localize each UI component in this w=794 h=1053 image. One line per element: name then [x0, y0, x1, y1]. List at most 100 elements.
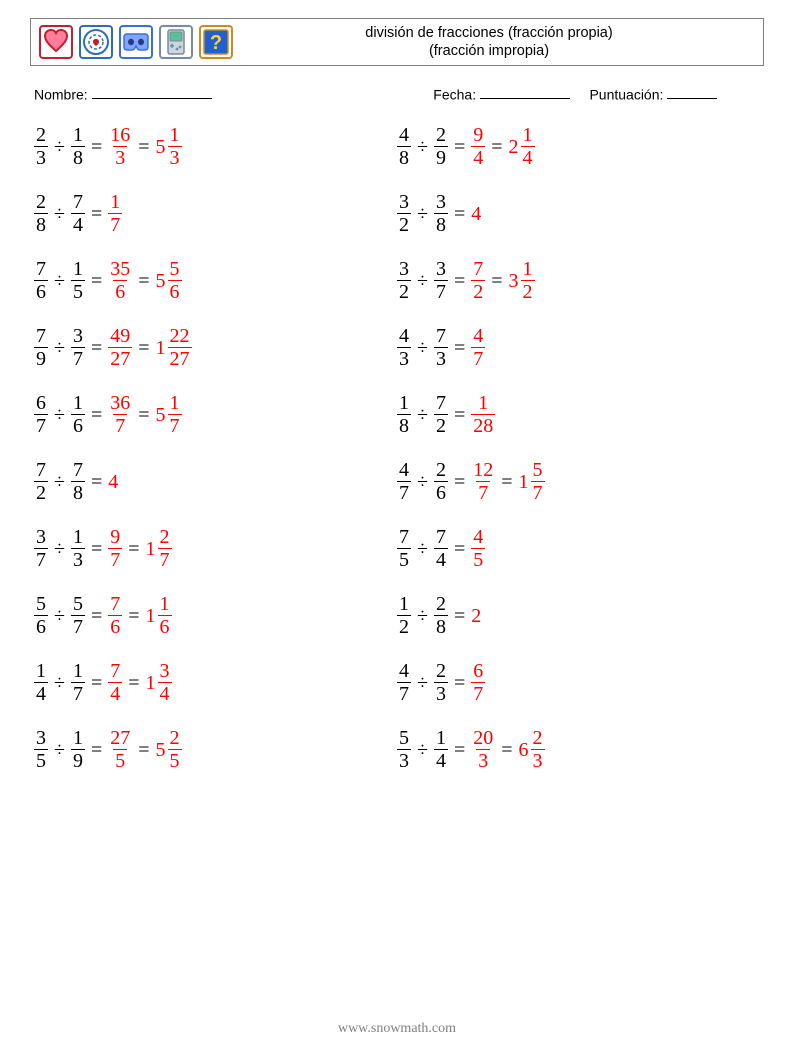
date-label: Fecha: — [433, 86, 476, 102]
divide-op: ÷ — [416, 204, 429, 224]
fraction: 16 — [158, 593, 172, 638]
mixed-number: 214 — [509, 124, 535, 169]
equation-row: 75÷74=45 — [397, 526, 760, 571]
divide-op: ÷ — [416, 673, 429, 693]
equation-row: 23÷18=163=513 — [34, 124, 397, 169]
fraction: 12 — [397, 593, 411, 638]
equation-row: 56÷57=76=116 — [34, 593, 397, 638]
fraction: 23 — [531, 727, 545, 772]
fraction: 72 — [434, 392, 448, 437]
footer-text: www.snowmath.com — [338, 1021, 456, 1036]
fraction: 17 — [71, 660, 85, 705]
divide-op: ÷ — [416, 740, 429, 760]
mixed-number: 116 — [146, 593, 172, 638]
mixed-number: 525 — [156, 727, 182, 772]
equals-sign: = — [90, 405, 103, 425]
fraction: 43 — [397, 325, 411, 370]
equals-sign: = — [500, 740, 513, 760]
column-right: 48÷29=94=21432÷38=432÷37=72=31243÷73=471… — [397, 124, 760, 772]
fraction: 76 — [34, 258, 48, 303]
fraction: 78 — [71, 459, 85, 504]
score-label: Puntuación: — [589, 86, 663, 102]
mixed-number: 312 — [509, 258, 535, 303]
mixed-number: 134 — [146, 660, 172, 705]
equals-sign: = — [90, 204, 103, 224]
divide-op: ÷ — [416, 472, 429, 492]
equals-sign: = — [90, 673, 103, 693]
equals-sign: = — [453, 338, 466, 358]
equals-sign: = — [453, 137, 466, 157]
equation-row: 28÷74=17 — [34, 191, 397, 236]
equals-sign: = — [127, 673, 140, 693]
mixed-number: 517 — [156, 392, 182, 437]
equals-sign: = — [127, 606, 140, 626]
fraction: 45 — [471, 526, 485, 571]
fraction: 128 — [471, 392, 495, 437]
fraction: 56 — [34, 593, 48, 638]
equals-sign: = — [90, 539, 103, 559]
vr-icon — [119, 25, 153, 59]
fraction: 163 — [108, 124, 132, 169]
question-icon: ? — [199, 25, 233, 59]
fraction: 47 — [397, 660, 411, 705]
equation-row: 18÷72=128 — [397, 392, 760, 437]
mixed-number: 127 — [146, 526, 172, 571]
fraction: 23 — [434, 660, 448, 705]
gameboy-icon — [159, 25, 193, 59]
header-icons: ? — [39, 25, 233, 59]
equals-sign: = — [137, 137, 150, 157]
fraction: 14 — [521, 124, 535, 169]
divide-op: ÷ — [53, 740, 66, 760]
fraction: 14 — [434, 727, 448, 772]
answer-int: 4 — [108, 472, 118, 492]
title-line-2: (fracción impropia) — [429, 43, 549, 59]
fraction: 25 — [168, 727, 182, 772]
equation-row: 76÷15=356=556 — [34, 258, 397, 303]
fraction: 32 — [397, 191, 411, 236]
meta-right: Fecha: Puntuación: — [433, 86, 760, 102]
meta-left: Nombre: — [34, 86, 433, 102]
mixed-number: 623 — [519, 727, 545, 772]
divide-op: ÷ — [416, 405, 429, 425]
fraction: 75 — [397, 526, 411, 571]
fraction: 74 — [108, 660, 122, 705]
fraction: 74 — [71, 191, 85, 236]
equals-sign: = — [90, 472, 103, 492]
fraction: 97 — [108, 526, 122, 571]
header-title: división de fracciones (fracción propia)… — [233, 24, 755, 60]
equals-sign: = — [137, 271, 150, 291]
equation-row: 72÷78=4 — [34, 459, 397, 504]
fraction: 32 — [397, 258, 411, 303]
equation-row: 43÷73=47 — [397, 325, 760, 370]
equals-sign: = — [137, 740, 150, 760]
equation-row: 53÷14=203=623 — [397, 727, 760, 772]
divide-op: ÷ — [53, 271, 66, 291]
divide-op: ÷ — [53, 338, 66, 358]
meta-row: Nombre: Fecha: Puntuación: — [34, 86, 760, 102]
equals-sign: = — [500, 472, 513, 492]
equals-sign: = — [137, 405, 150, 425]
equals-sign: = — [453, 740, 466, 760]
equation-row: 14÷17=74=134 — [34, 660, 397, 705]
fraction: 76 — [108, 593, 122, 638]
fraction: 74 — [434, 526, 448, 571]
name-blank — [92, 86, 212, 99]
equals-sign: = — [453, 405, 466, 425]
equation-row: 35÷19=275=525 — [34, 727, 397, 772]
fraction: 15 — [71, 258, 85, 303]
equation-row: 67÷16=367=517 — [34, 392, 397, 437]
fraction: 67 — [471, 660, 485, 705]
fraction: 14 — [34, 660, 48, 705]
divide-op: ÷ — [416, 137, 429, 157]
divide-op: ÷ — [53, 673, 66, 693]
fraction: 203 — [471, 727, 495, 772]
equals-sign: = — [453, 606, 466, 626]
equals-sign: = — [90, 137, 103, 157]
fraction: 57 — [531, 459, 545, 504]
fraction: 53 — [397, 727, 411, 772]
column-left: 23÷18=163=51328÷74=1776÷15=356=55679÷37=… — [34, 124, 397, 772]
worksheet-page: ? división de fracciones (fracción propi… — [0, 0, 794, 1053]
heart-icon — [39, 25, 73, 59]
mixed-number: 12227 — [156, 325, 192, 370]
fraction: 34 — [158, 660, 172, 705]
